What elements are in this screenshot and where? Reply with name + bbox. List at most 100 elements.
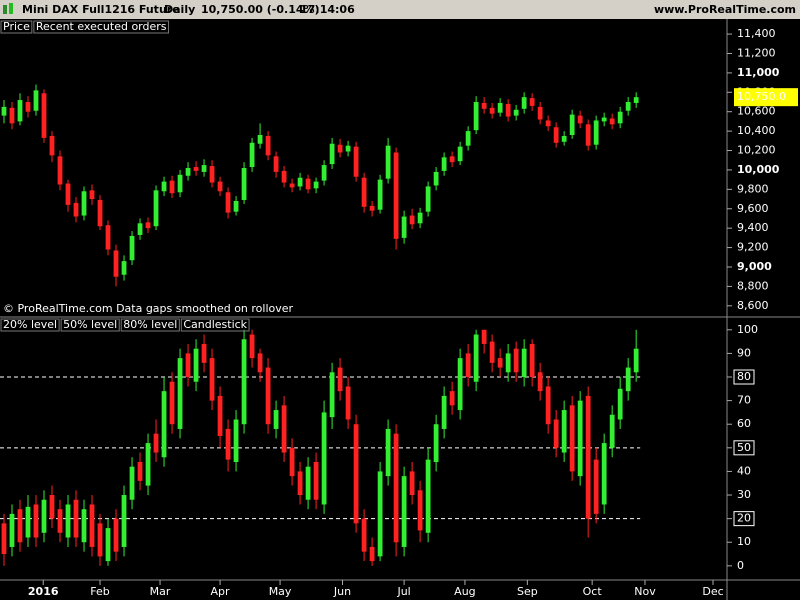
- y-tick-label: 11,200: [737, 46, 776, 59]
- candle-body: [185, 168, 191, 176]
- candle-body: [465, 353, 471, 378]
- candle-body: [97, 200, 103, 227]
- candle-body: [609, 118, 615, 125]
- candle-body: [241, 339, 247, 425]
- candle-body: [297, 177, 303, 187]
- candle-body: [281, 170, 287, 183]
- candle-body: [401, 476, 407, 547]
- candle-body: [505, 103, 511, 117]
- candle-body: [577, 400, 583, 477]
- candle-body: [105, 225, 111, 250]
- legend-label: 80% level: [123, 318, 177, 331]
- candle-body: [41, 93, 47, 138]
- time: 17:14:06: [300, 3, 355, 16]
- candle-body: [505, 353, 511, 373]
- candle-body: [257, 135, 263, 144]
- candle-body: [249, 142, 255, 168]
- legend-label: 50% level: [63, 318, 117, 331]
- candle-body: [257, 353, 263, 373]
- candle-body: [313, 461, 319, 500]
- candle-body: [145, 443, 151, 486]
- candle-body: [313, 181, 319, 189]
- candle-body: [569, 114, 575, 136]
- candle-body: [345, 386, 351, 420]
- candle-body: [625, 367, 631, 392]
- candle-body: [233, 419, 239, 462]
- y-tick-label: 30: [737, 488, 751, 501]
- candle-body: [593, 459, 599, 514]
- candle-body: [17, 100, 23, 122]
- candle-body: [481, 102, 487, 109]
- legend-label: Price: [3, 20, 30, 33]
- x-tick-label: Aug: [454, 585, 475, 598]
- candle-body: [601, 443, 607, 505]
- legend-label: Candlestick: [183, 318, 247, 331]
- candle-body: [521, 97, 527, 109]
- candle-body: [121, 261, 127, 275]
- candle-body: [441, 395, 447, 429]
- x-tick-label: Feb: [90, 585, 109, 598]
- candle-body: [73, 202, 79, 217]
- candle-body: [201, 343, 207, 363]
- candle-body: [433, 171, 439, 186]
- candle-body: [321, 412, 327, 505]
- candle-body: [529, 98, 535, 106]
- candle-body: [393, 433, 399, 543]
- legend-box: [33, 20, 170, 34]
- candle-body: [9, 513, 15, 547]
- candle-body: [185, 353, 191, 378]
- candle-body: [57, 156, 63, 185]
- candle-body: [209, 358, 215, 401]
- candle-body: [265, 367, 271, 425]
- candle-body: [225, 428, 231, 460]
- y-tick-label: 20: [737, 512, 751, 525]
- candle-body: [169, 381, 175, 425]
- candle-body: [193, 348, 199, 382]
- candle-body: [537, 372, 543, 392]
- y-tick-label: 100: [737, 323, 758, 336]
- candle-body: [249, 334, 255, 359]
- candle-body: [561, 410, 567, 453]
- y-tick-label: 11,400: [737, 27, 776, 40]
- candle-body: [585, 124, 591, 146]
- y-tick-label: 8,800: [737, 279, 769, 292]
- candle-body: [617, 111, 623, 124]
- footnote: © ProRealTime.com Data gaps smoothed on …: [3, 302, 294, 315]
- candle-body: [633, 348, 639, 373]
- candle-body: [537, 106, 543, 120]
- period: Daily: [164, 3, 195, 16]
- candle-body: [545, 120, 551, 127]
- candle-body: [433, 424, 439, 462]
- candle-body: [529, 343, 535, 378]
- candle-body: [217, 181, 223, 192]
- level-tick-box: [733, 511, 755, 527]
- candle-body: [417, 490, 423, 531]
- y-tick-label: 90: [737, 346, 751, 359]
- candle-body: [81, 191, 87, 216]
- candle-body: [361, 518, 367, 552]
- y-tick-label: 9,400: [737, 221, 769, 234]
- candle-body: [217, 395, 223, 437]
- candle-body: [417, 212, 423, 224]
- y-tick-label: 9,600: [737, 202, 769, 215]
- candle-body: [441, 157, 447, 171]
- candle-body: [425, 186, 431, 212]
- level-tick-box: [733, 369, 755, 385]
- candle-body: [457, 358, 463, 411]
- candle-body: [89, 504, 95, 547]
- candle-body: [1, 523, 7, 555]
- candle-body: [25, 102, 31, 112]
- last-quote: 10,750.00 (-0.14%): [201, 3, 320, 16]
- candle-body: [137, 461, 143, 481]
- x-tick-label: Oct: [583, 585, 603, 598]
- candle-body: [449, 391, 455, 406]
- candle-body: [625, 102, 631, 111]
- candle-body: [89, 190, 95, 200]
- candle-body: [65, 183, 71, 205]
- candle-body: [49, 495, 55, 519]
- candle-body: [145, 222, 151, 229]
- candle-body: [617, 388, 623, 420]
- candle-body: [577, 115, 583, 124]
- last-price-label: 10,750.0: [737, 90, 786, 103]
